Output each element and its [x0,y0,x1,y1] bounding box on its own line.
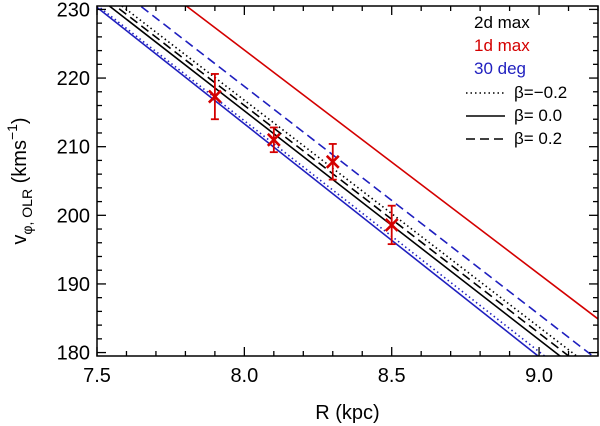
x-marker-b-3 [384,218,399,232]
series-line-5 [97,6,540,356]
series-line-0 [120,6,578,356]
y-tick-label-2: 200 [57,205,90,227]
y-axis-label: vφ, OLR (kms−1) [4,117,35,244]
x-tick-label-3: 9.0 [525,365,553,387]
legend-style-label-2: β= 0.2 [514,129,562,148]
x-marker-b-2 [325,154,340,169]
plot-frame [96,5,599,357]
data-point-3 [384,204,399,246]
legend-color-label-0: 2d max [474,13,530,32]
y-axis-label-close: ) [9,117,31,124]
y-axis-label-main: v [9,235,31,245]
legend-style-label-1: β= 0.0 [514,106,562,125]
legend-color-label-2: 30 deg [474,59,526,78]
series-layer [97,6,598,356]
data-point-2 [325,143,340,181]
x-marker-b-1 [266,132,281,147]
series-line-2 [114,6,570,356]
legend-style-label-0: β=−0.2 [514,83,567,102]
data-point-0 [207,73,222,121]
series-line-6 [139,6,594,356]
points-layer [207,73,399,246]
x-marker-b-0 [207,89,222,104]
y-tick-label-5: 230 [57,0,90,21]
x-tick-label-2: 8.5 [378,365,406,387]
legend: 2d max 1d max 30 deg β=−0.2 β= 0.0 β= 0.2 [466,13,567,148]
legend-color-label-1: 1d max [474,36,530,55]
data-point-1 [266,126,281,154]
series-line-3 [185,6,598,320]
ticks-layer: 7.5 8.0 8.5 9.0 180 190 200 210 220 230 [57,0,599,387]
x-axis-label: R (kpc) [315,402,379,424]
y-tick-label-4: 220 [57,68,90,90]
y-tick-label-0: 180 [57,343,90,365]
y-axis-label-exponent: −1 [4,124,20,140]
series-line-1 [108,6,562,356]
y-axis-label-subscript: φ, OLR [19,189,35,235]
y-tick-label-1: 190 [57,274,90,296]
y-axis-label-unit: (kms [9,140,31,189]
x-tick-label-1: 8.0 [230,365,258,387]
x-tick-label-0: 7.5 [83,365,111,387]
y-tick-label-3: 210 [57,137,90,159]
